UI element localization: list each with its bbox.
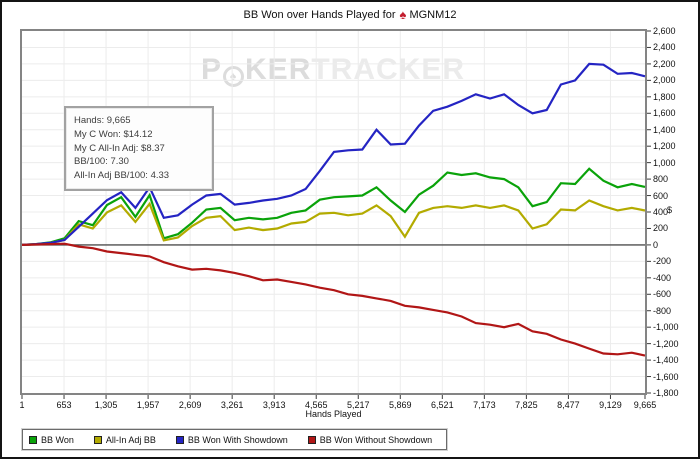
y-tick-label: -1,400 <box>653 355 679 366</box>
y-tick-label: -400 <box>653 272 672 283</box>
series-line-bb-won-with-showdown[interactable] <box>21 62 646 246</box>
legend-item-all-in-adj-bb[interactable]: All-In Adj BB <box>93 434 156 445</box>
y-tick-label: 2,600 <box>653 26 676 36</box>
y-tick-label: -1,000 <box>653 322 679 333</box>
y-tick-label: 2,400 <box>653 42 676 53</box>
x-tick-label: 1,305 <box>94 400 118 410</box>
watermark-p: P <box>201 53 223 86</box>
x-tick-label: 7,825 <box>515 400 538 410</box>
y-tick-label: -800 <box>653 305 672 316</box>
y-tick-label: 800 <box>653 174 669 185</box>
x-tick-label: 3,913 <box>262 400 286 410</box>
y-tick-label: -1,600 <box>653 371 679 382</box>
x-axis-title: Hands Played <box>305 409 362 419</box>
y-tick-label: 1,600 <box>653 108 676 119</box>
y-tick-label: 1,400 <box>653 124 676 135</box>
y-tick-label: -1,200 <box>653 338 679 349</box>
legend-swatch-icon <box>175 435 184 444</box>
y-tick-label: 200 <box>653 223 669 234</box>
x-tick-label: 3,261 <box>220 400 244 410</box>
legend-swatch-icon <box>307 435 316 444</box>
poker-chip-icon: ♠ <box>223 66 245 87</box>
stats-tooltip-line: BB/100: 7.30 <box>74 156 129 168</box>
x-tick-label: 1 <box>19 400 25 410</box>
y-tick-label: 1,000 <box>653 157 676 168</box>
series-line-bb-won-without-showdown[interactable] <box>21 242 646 357</box>
legend-label: BB Won Without Showdown <box>319 434 433 445</box>
x-tick-label: 6,521 <box>431 400 454 410</box>
stats-tooltip-line: All-In Adj BB/100: 4.33 <box>74 170 170 182</box>
y-tick-label: -200 <box>653 256 672 267</box>
chart-title-text: BB Won over Hands Played for <box>243 9 396 21</box>
y-tick-label: 400 <box>653 207 669 217</box>
x-tick-label: 4,565 <box>304 400 328 410</box>
legend-label: All-In Adj BB <box>105 434 156 445</box>
y-tick-label: 2,000 <box>653 75 676 86</box>
y-tick-label: 600 <box>653 190 669 201</box>
y-tick-label: 2,200 <box>653 58 676 69</box>
x-tick-label: 7,173 <box>473 400 496 410</box>
stats-tooltip-line: My C Won: $14.12 <box>74 128 153 140</box>
legend: BB Won All-In Adj BB BB Won With Showdown B… <box>20 428 449 451</box>
stats-tooltip-line: My C All-In Adj: $8.37 <box>74 142 165 154</box>
y-tick-label: 1,800 <box>653 91 676 102</box>
y-tick-label: -600 <box>653 289 672 300</box>
x-tick-label: 9,129 <box>599 400 622 410</box>
legend-swatch-icon <box>29 435 37 444</box>
y-tick-label: -1,800 <box>653 388 679 398</box>
x-tick-label: 8,477 <box>557 400 580 410</box>
x-tick-label: 2,609 <box>178 400 202 410</box>
chart-title: BB Won over Hands Played for ♠ MGNM12 <box>2 7 698 22</box>
legend-label: BB Won <box>41 434 74 445</box>
series-line-bb-won[interactable] <box>21 167 646 246</box>
x-tick-label: 5,217 <box>346 400 370 410</box>
series-line-all-in-adj-bb[interactable] <box>21 199 646 246</box>
x-tick-label: 5,869 <box>389 400 412 410</box>
y-tick-label: 1,200 <box>653 141 676 152</box>
legend-item-bb-won-without-showdown[interactable]: BB Won Without Showdown <box>307 434 433 445</box>
player-name: MGNM12 <box>409 9 457 21</box>
x-tick-label: 9,665 <box>633 400 657 410</box>
y-axis-title: $ <box>667 205 673 215</box>
player-spade-icon: ♠ <box>399 7 407 22</box>
stats-tooltip: Hands: 9,665 My C Won: $14.12 My C All-In … <box>64 106 214 191</box>
y-tick-label: 0 <box>653 239 659 250</box>
legend-swatch-icon <box>93 435 102 444</box>
legend-label: BB Won With Showdown <box>187 434 288 445</box>
x-tick-label: 653 <box>56 400 72 410</box>
legend-item-bb-won[interactable]: BB Won <box>29 435 74 445</box>
stats-tooltip-line: Hands: 9,665 <box>74 115 131 126</box>
legend-item-bb-won-with-showdown[interactable]: BB Won With Showdown <box>175 434 288 445</box>
x-tick-label: 1,957 <box>136 400 160 410</box>
